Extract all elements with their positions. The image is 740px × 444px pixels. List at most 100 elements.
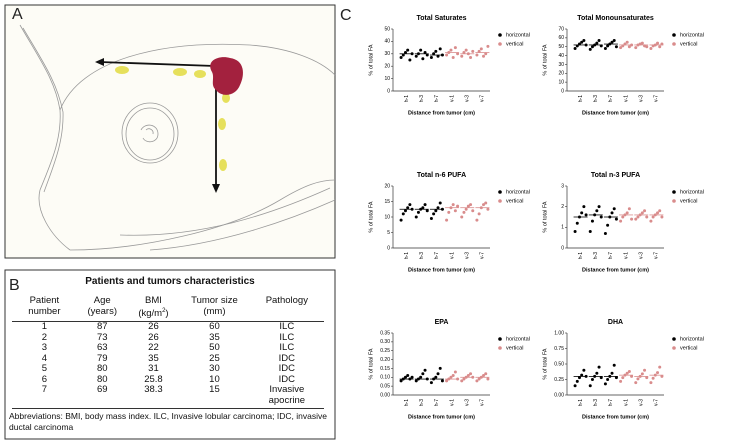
data-point (614, 376, 618, 380)
y-axis-label: % of total FA (542, 201, 548, 233)
panel-b-frame (4, 269, 336, 440)
data-point (460, 215, 464, 219)
data-point (425, 53, 429, 57)
data-point (634, 46, 638, 50)
y-tick-label: 20 (384, 183, 390, 189)
data-point (619, 46, 623, 50)
data-point (582, 39, 586, 43)
x-tick-label: h-3 (419, 95, 425, 102)
data-point (610, 211, 614, 215)
data-point (475, 53, 479, 57)
data-point (469, 372, 473, 376)
data-point (447, 210, 451, 214)
data-point (599, 215, 603, 219)
table-cell: 10 (209, 373, 220, 385)
y-tick-label: 2 (561, 204, 564, 210)
data-point (421, 372, 425, 376)
data-point (603, 382, 607, 386)
table-row: 2 73 26 35 ILC (12, 331, 324, 344)
data-point (406, 374, 410, 378)
legend-marker (672, 42, 676, 46)
data-point (575, 379, 579, 383)
y-tick-label: 0.75 (554, 346, 564, 352)
table-cell: 50 (209, 342, 220, 354)
data-point (484, 52, 488, 56)
data-point (649, 381, 653, 385)
y-tick-label: 0.15 (380, 366, 390, 372)
data-point (445, 379, 449, 383)
data-point (627, 369, 631, 373)
y-tick-label: 70 (558, 26, 564, 32)
data-point (429, 381, 433, 385)
data-point (416, 210, 420, 214)
x-tick-label: h-3 (593, 252, 599, 259)
legend-marker (498, 33, 502, 37)
column-header: Age (years) (76, 295, 128, 323)
table-cell: 7 (12, 385, 77, 410)
data-point (658, 209, 662, 213)
x-tick-label: h-3 (419, 399, 425, 406)
data-point (464, 207, 468, 211)
data-point (636, 215, 640, 219)
data-point (614, 45, 618, 49)
data-point (640, 372, 644, 376)
x-tick-label: v-7 (654, 252, 660, 259)
x-tick-label: h-7 (608, 252, 614, 259)
legend-label: vertical (680, 198, 697, 204)
x-tick-label: h-3 (419, 252, 425, 259)
data-point (651, 376, 655, 380)
x-tick-label: h-1 (578, 252, 584, 259)
table-cell: 60 (209, 321, 220, 333)
data-point (582, 368, 586, 372)
x-tick-label: v-1 (623, 252, 629, 259)
data-point (471, 49, 475, 53)
data-point (660, 215, 664, 219)
table-cell: 2 (41, 331, 48, 343)
table-footnote: Abbreviations: BMI, body mass index. ILC… (9, 411, 327, 432)
data-point (432, 212, 436, 216)
x-tick-label: v-1 (449, 399, 455, 406)
y-tick-label: 0.25 (554, 377, 564, 383)
y-tick-label: 50 (558, 44, 564, 50)
data-point (429, 217, 433, 221)
data-point (471, 209, 475, 213)
table-cell: 22 (148, 342, 159, 354)
data-point (475, 218, 479, 222)
legend-label: vertical (506, 345, 523, 351)
x-tick-label: h-7 (434, 252, 440, 259)
x-tick-label: h-1 (578, 95, 584, 102)
x-tick-label: v-3 (465, 399, 471, 406)
x-tick-label: v-1 (449, 95, 455, 102)
table-row: 6 80 25.8 10 IDC (12, 373, 324, 386)
data-point (469, 56, 473, 60)
data-point (414, 215, 418, 219)
data-point (453, 209, 457, 213)
data-point (419, 375, 423, 379)
column-header: BMI (kg/m2) (127, 295, 180, 323)
data-point (621, 215, 625, 219)
data-point (636, 377, 640, 381)
data-point (482, 374, 486, 378)
y-tick-label: 0.00 (554, 392, 564, 398)
y-tick-label: 20 (558, 71, 564, 77)
table: Patient number Age (years) BMI (kg/m2) Tumo… (12, 295, 324, 410)
table-cell: 79 (96, 352, 108, 364)
chart-title: Total Saturates (416, 15, 466, 22)
legend-label: vertical (506, 41, 523, 47)
table-cell: 69 (76, 385, 128, 410)
y-axis-label: % of total FA (368, 348, 374, 380)
y-tick-label: 60 (558, 35, 564, 41)
y-tick-label: 1.00 (554, 330, 564, 336)
data-point (453, 370, 457, 374)
table-cell: IDC (278, 352, 295, 364)
data-point (399, 379, 403, 383)
data-point (658, 45, 662, 49)
data-point (634, 381, 638, 385)
data-point (640, 211, 644, 215)
y-axis-label: % of total FA (368, 44, 374, 76)
data-point (658, 365, 662, 369)
data-point (429, 56, 433, 60)
column-header: Pathology (249, 295, 324, 323)
data-point (614, 217, 618, 221)
